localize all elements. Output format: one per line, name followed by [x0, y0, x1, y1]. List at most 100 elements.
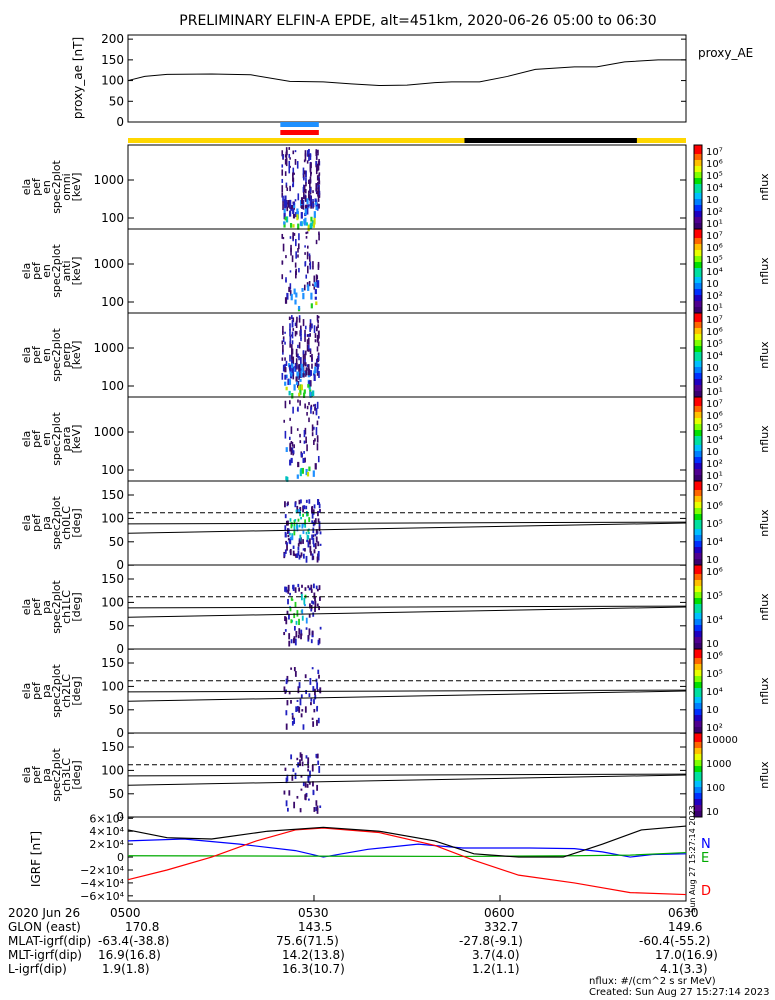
colorbar-swatch — [694, 289, 702, 293]
spectrogram-cell — [295, 773, 297, 779]
colorbar-swatch — [694, 361, 702, 365]
colorbar-swatch — [694, 622, 702, 626]
spectrogram-cell — [317, 435, 319, 439]
spectrogram-cell — [295, 150, 297, 152]
spectrogram-cell — [309, 333, 311, 337]
colorbar-swatch — [694, 298, 702, 302]
spectrogram-cell — [296, 610, 298, 617]
panel-tick-label: 100 — [101, 595, 124, 609]
spectrogram-cell — [288, 287, 290, 292]
colorbar-swatch — [694, 433, 702, 437]
spectrogram-cell — [290, 700, 292, 704]
colorbar-swatch — [694, 382, 702, 386]
colorbar-swatch — [694, 232, 702, 236]
spectrogram-cell — [320, 627, 322, 630]
colorbar-tick-label: 10⁴ — [706, 615, 723, 626]
spectrogram-cell — [307, 765, 309, 768]
colorbar-swatch — [694, 313, 702, 317]
colorbar-label: nflux — [758, 425, 771, 453]
spectrogram-cell — [306, 236, 308, 239]
spectrogram-cell — [282, 201, 284, 204]
colorbar-swatch — [694, 802, 702, 806]
spectrogram-cell — [301, 364, 303, 369]
colorbar-swatch — [694, 625, 702, 629]
colorbar-swatch — [694, 451, 702, 455]
proxy-ae-ylabel: proxy_ae [nT] — [71, 37, 85, 119]
anti-loss-cone-line — [128, 607, 686, 617]
igrf-side-stamp: Sun Aug 27 15:27:14 2023 — [688, 805, 697, 912]
colorbar-swatch — [694, 757, 702, 761]
spectrogram-cell — [317, 589, 319, 591]
spectrogram-cell — [316, 586, 318, 590]
spectrogram-cell — [293, 546, 295, 549]
spectrogram-cell — [295, 269, 297, 275]
spectrogram-cell — [285, 154, 287, 157]
colorbar-swatch — [694, 418, 702, 422]
spectrogram-cell — [316, 240, 318, 244]
spectrogram-cell — [296, 382, 298, 385]
colorbar-swatch — [694, 694, 702, 698]
spectrogram-cell — [312, 721, 314, 727]
spectrogram-cell — [312, 556, 314, 560]
colorbar-swatch — [694, 379, 702, 383]
loss-cone-line — [128, 774, 686, 776]
panel-tick-label: 100 — [101, 211, 124, 225]
igrf-tick-label: 0 — [117, 851, 124, 864]
colorbar-swatch — [694, 460, 702, 464]
spectrogram-cell — [310, 223, 312, 228]
spectrogram-cell — [284, 375, 286, 380]
anti-loss-cone-line — [128, 775, 686, 785]
spectrogram-cell — [289, 391, 291, 395]
spectrogram-cell — [302, 539, 304, 544]
spectrogram-cell — [318, 718, 320, 723]
colorbar-swatch — [694, 559, 702, 563]
spectrogram-cell — [313, 370, 315, 374]
panel-tick-label: 50 — [109, 535, 124, 549]
colorbar-tick-label: 10⁵ — [706, 171, 723, 182]
colorbar-swatch — [694, 511, 702, 515]
colorbar-tick-label: 10⁷ — [706, 231, 723, 242]
panel-tick-label: 150 — [101, 488, 124, 502]
spectrogram-cell — [297, 408, 299, 411]
colorbar-swatch — [694, 649, 702, 653]
colorbar-tick-label: 10⁳ — [706, 555, 719, 566]
spectrogram-cell — [296, 321, 298, 324]
colorbar-swatch — [694, 250, 702, 254]
spectrogram-cell — [309, 281, 311, 283]
spectrogram-cell — [315, 463, 317, 469]
spectrogram-cell — [298, 268, 300, 272]
spectrogram-cell — [313, 709, 315, 712]
spectrogram-cell — [308, 191, 310, 197]
colorbar-swatch — [694, 550, 702, 554]
spectrogram-cell — [296, 214, 298, 220]
spectrogram-cell — [289, 593, 291, 596]
footer-cell: -27.8(-9.1) — [459, 934, 523, 948]
spectrogram-cell — [317, 175, 319, 180]
spectrogram-cell — [285, 710, 287, 715]
colorbar-swatch — [694, 403, 702, 407]
spectrogram-cell — [316, 427, 318, 435]
spectrogram-cell — [296, 621, 298, 625]
spectrogram-cell — [284, 199, 286, 206]
colorbar-tick-label: 10⁶ — [706, 411, 723, 422]
spectrogram-cell — [318, 640, 320, 645]
spectrogram-cell — [295, 293, 297, 298]
spectrogram-cell — [284, 382, 286, 386]
spectrogram-cell — [315, 149, 317, 152]
spectrogram-cell — [305, 326, 307, 330]
spectrogram-cell — [290, 270, 292, 272]
plot-title: PRELIMINARY ELFIN-A EPDE, alt=451km, 202… — [179, 13, 656, 29]
spectrogram-cell — [319, 526, 321, 531]
spectrogram-cell — [294, 300, 296, 305]
colorbar-swatch — [694, 412, 702, 416]
spectrogram-cell — [317, 365, 319, 370]
colorbar-swatch — [694, 340, 702, 344]
spectrogram-cell — [315, 333, 317, 338]
spectrogram-cell — [307, 513, 309, 516]
spectrogram-cell — [315, 289, 317, 294]
colorbar-tick-label: 10⁳ — [706, 639, 719, 650]
spectrogram-cell — [311, 323, 313, 328]
colorbar-swatch — [694, 553, 702, 557]
colorbar-tick-label: 10⁵ — [706, 519, 723, 530]
spectrogram-cell — [284, 342, 286, 345]
